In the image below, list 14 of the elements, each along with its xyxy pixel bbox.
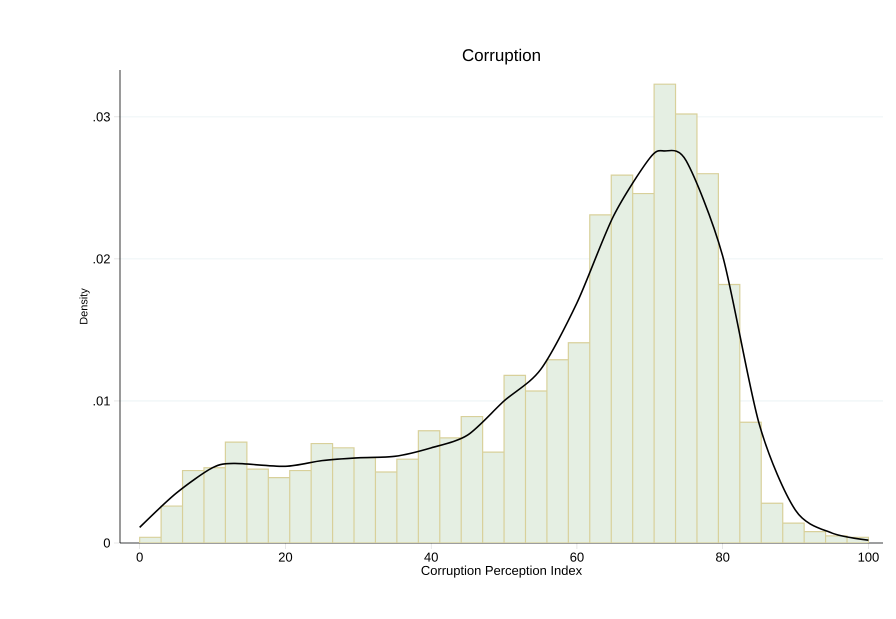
x-tick-label: 60	[570, 552, 584, 562]
x-tick-label: 40	[424, 552, 438, 562]
y-tick-label: .03	[94, 112, 110, 122]
x-tick-label: 80	[716, 552, 730, 562]
y-axis-title: Density	[79, 288, 90, 324]
x-axis-title: Corruption Perception Index	[422, 566, 582, 578]
x-tick-label: 100	[858, 552, 879, 562]
x-tick-label: 0	[136, 552, 143, 562]
line-series	[138, 150, 870, 541]
y-tick-label: .02	[94, 254, 110, 264]
chart-title: Corruption	[462, 48, 540, 64]
y-tick-label: 0	[104, 538, 110, 548]
y-tick-label: .01	[94, 396, 110, 406]
x-tick-label: 20	[278, 552, 292, 562]
